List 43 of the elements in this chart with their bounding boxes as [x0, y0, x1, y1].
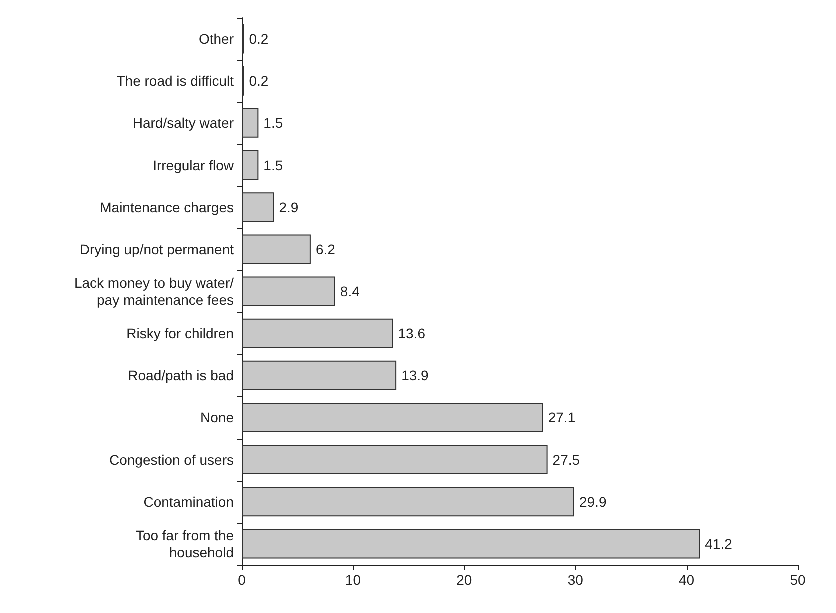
bar — [242, 234, 311, 264]
data-label: 13.6 — [398, 326, 426, 342]
data-label: 6.2 — [316, 241, 336, 258]
data-label: 1.5 — [264, 157, 284, 174]
x-tick-label: 0 — [238, 572, 246, 588]
bar — [242, 529, 700, 559]
bar — [242, 445, 548, 475]
x-tick-label: 10 — [345, 572, 362, 588]
data-label: 2.9 — [279, 199, 299, 216]
y-tick-label: Road/path is bad — [128, 368, 234, 384]
data-label: 13.9 — [402, 368, 430, 384]
y-tick-label: Other — [198, 31, 234, 48]
y-tick-label: The road is difficult — [116, 73, 234, 90]
y-tick-label: Contamination — [144, 494, 234, 510]
y-tick-label: Too far from the household — [136, 527, 234, 560]
bar — [242, 150, 259, 180]
x-tick-label: 20 — [456, 572, 472, 588]
y-tick-label: Congestion of users — [109, 452, 234, 468]
y-tick-label: Maintenance charges — [100, 199, 234, 216]
bar — [242, 318, 394, 348]
data-label: 41.2 — [705, 536, 733, 552]
data-label: 29.9 — [579, 494, 607, 510]
y-tick-label: Risky for children — [126, 326, 234, 342]
bar — [242, 360, 397, 390]
data-label: 1.5 — [264, 115, 284, 132]
bar — [242, 108, 259, 138]
data-label: 0.2 — [249, 31, 269, 48]
data-label: 27.5 — [552, 452, 580, 468]
y-tick-label: Hard/salty water — [132, 115, 234, 132]
bar — [242, 276, 336, 306]
x-tick-label: 40 — [679, 572, 695, 588]
y-tick-label: Drying up/not permanent — [80, 241, 234, 258]
y-tick-label: Lack money to buy water/ pay maintenance fees — [74, 275, 234, 308]
bar — [242, 403, 544, 432]
y-tick-label: None — [200, 410, 234, 426]
x-tick-label: 50 — [790, 572, 806, 588]
data-label: 27.1 — [548, 410, 576, 426]
x-tick-label: 30 — [568, 572, 584, 588]
data-label: 0.2 — [249, 73, 269, 90]
data-label: 8.4 — [340, 284, 360, 300]
y-tick-label: Irregular flow — [153, 157, 235, 174]
bar — [242, 487, 574, 517]
bar — [242, 192, 274, 222]
